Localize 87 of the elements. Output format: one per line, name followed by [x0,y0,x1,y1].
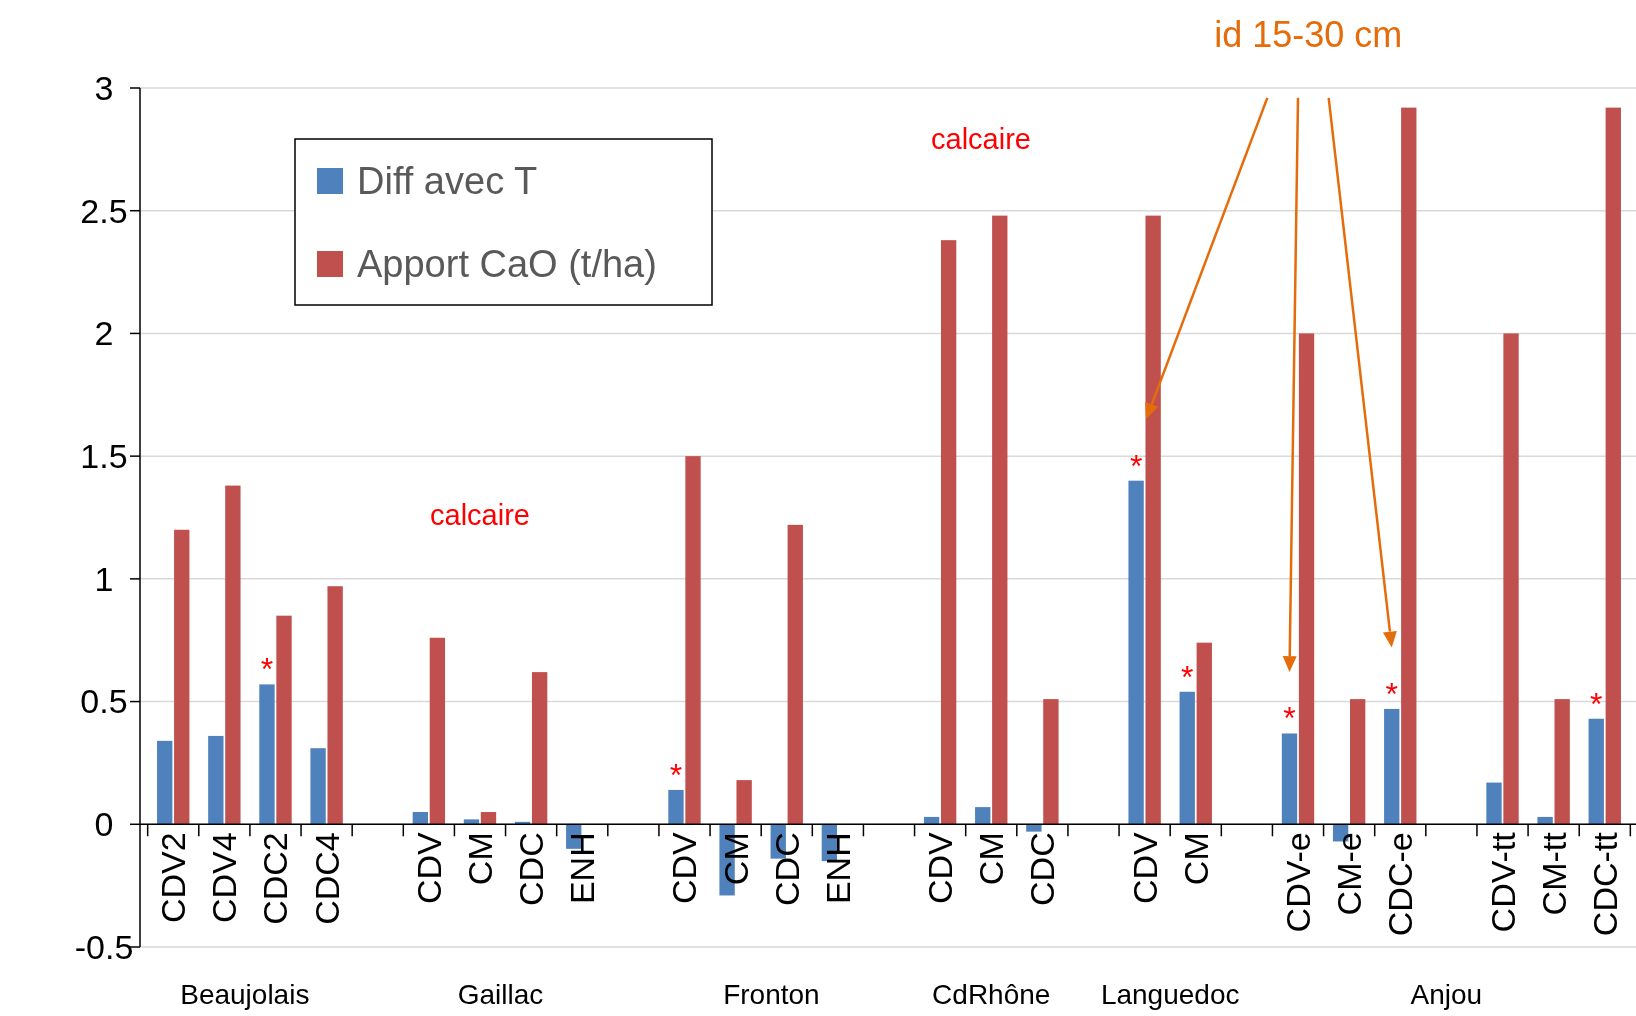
bar [276,615,292,825]
data-label: * [1590,685,1603,722]
text: Fronton [723,979,820,1010]
y-tick-label: 2 [94,314,114,353]
annotation: calcaire [430,499,530,532]
x-tick-label: CM [460,832,499,886]
bar [736,780,752,825]
text: CdRhône [932,979,1051,1010]
legend-label: Diff avec T [357,160,538,203]
x-tick-label: CM-tt [1534,831,1573,916]
x-tick-label: CDC-e [1381,832,1420,937]
bar [1349,699,1366,825]
bar [787,524,803,825]
x-tick-label: CDC [767,832,806,906]
bar [1281,733,1298,825]
bar [225,485,241,825]
x-tick-label: CDV-e [1279,832,1318,933]
x-tick-label: CDC [512,832,551,906]
y-tick-label: 2.5 [80,191,128,230]
bar [975,807,991,825]
y-tick-label: 1.5 [80,437,128,476]
x-tick-label: CDV2 [154,832,193,923]
y-tick-label: 0 [94,805,114,844]
bar [1043,699,1059,825]
x-tick-label: CDV [409,831,448,905]
bar [157,740,173,825]
bar [1145,215,1161,825]
bar [1554,699,1570,825]
bar [940,240,957,825]
x-tick-label: CDC4 [307,832,346,925]
bar [174,529,190,825]
y-tick-label: 3 [94,68,114,107]
x-tick-label: CDV [665,831,704,905]
x-tick-label: CDV [921,831,960,905]
data-label: * [1129,447,1143,484]
legend-label: Apport CaO (t/ha) [357,243,657,286]
y-tick-label: 1 [94,559,114,598]
bar [1486,782,1502,825]
bar [1298,333,1315,825]
text: Gaillac [457,979,544,1010]
x-tick-label: CDC2 [256,832,295,925]
x-tick-label: CM [1176,832,1215,886]
bar [1196,642,1212,825]
x-tick-label: CDC [1023,832,1062,906]
data-label: * [1385,675,1398,712]
bar [310,748,326,825]
bar [208,735,224,825]
bar [668,789,684,825]
bar [412,812,429,825]
bar [480,812,497,825]
data-label: * [260,651,274,688]
bar [1384,708,1400,825]
x-tick-label: ENH [563,832,602,905]
x-tick-label: CDV-tt [1483,831,1522,933]
x-tick-label: CDC-tt [1585,831,1624,937]
bar [1588,718,1604,825]
bar [992,215,1008,825]
bar [1401,107,1417,825]
bar [429,637,446,825]
y-tick-label: -0.5 [74,927,134,966]
bar [259,684,275,825]
annotation: calcaire [931,123,1031,156]
data-label: * [1181,658,1194,695]
bar [1537,816,1553,825]
x-tick-label: CM [972,832,1011,886]
bar [531,672,548,825]
text: Languedoc [1100,979,1240,1010]
bar [685,456,701,825]
bar [1128,480,1144,825]
data-label: * [1283,700,1296,737]
bar [327,586,343,825]
bar [463,819,480,825]
x-tick-label: CM-e [1330,832,1369,916]
text: id 15-30 cm [1214,13,1403,55]
bar [1179,691,1195,825]
x-tick-label: CDV [1125,831,1164,905]
text: Anjou [1410,979,1483,1010]
y-tick-label: 0.5 [80,682,128,721]
bar [1605,107,1621,825]
bar [923,816,940,825]
text: Beaujolais [180,979,310,1010]
data-label: * [669,756,683,793]
x-tick-label: CM [716,832,755,886]
x-tick-label: ENH [818,832,857,905]
bar [1026,824,1042,832]
bar [1503,333,1519,825]
x-tick-label: CDV4 [205,832,244,923]
